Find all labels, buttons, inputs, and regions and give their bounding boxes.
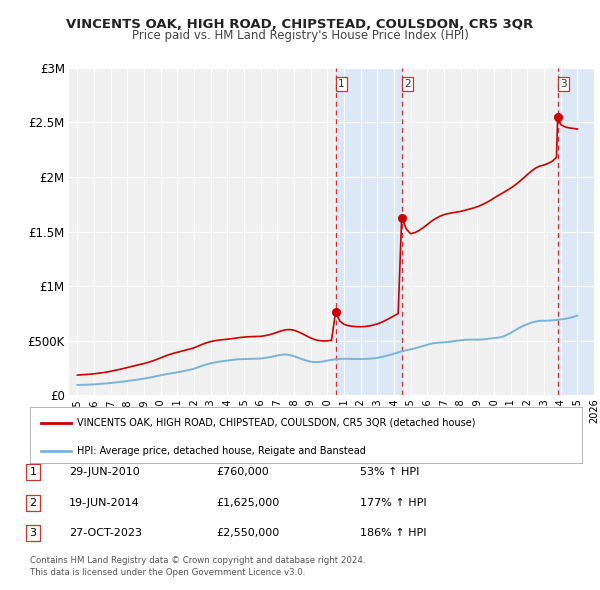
Text: 29-JUN-2010: 29-JUN-2010 (69, 467, 140, 477)
Text: 53% ↑ HPI: 53% ↑ HPI (360, 467, 419, 477)
Text: 1: 1 (29, 467, 37, 477)
Text: VINCENTS OAK, HIGH ROAD, CHIPSTEAD, COULSDON, CR5 3QR (detached house): VINCENTS OAK, HIGH ROAD, CHIPSTEAD, COUL… (77, 418, 475, 428)
Text: 27-OCT-2023: 27-OCT-2023 (69, 529, 142, 538)
Text: This data is licensed under the Open Government Licence v3.0.: This data is licensed under the Open Gov… (30, 568, 305, 577)
Text: HPI: Average price, detached house, Reigate and Banstead: HPI: Average price, detached house, Reig… (77, 446, 366, 456)
Text: 2: 2 (404, 79, 411, 89)
Text: 19-JUN-2014: 19-JUN-2014 (69, 498, 140, 507)
Text: 2: 2 (29, 498, 37, 507)
Text: 177% ↑ HPI: 177% ↑ HPI (360, 498, 427, 507)
Text: 3: 3 (29, 529, 37, 538)
Text: 3: 3 (560, 79, 567, 89)
Text: £1,625,000: £1,625,000 (216, 498, 279, 507)
Text: 1: 1 (338, 79, 344, 89)
Text: £760,000: £760,000 (216, 467, 269, 477)
Text: £2,550,000: £2,550,000 (216, 529, 279, 538)
Text: VINCENTS OAK, HIGH ROAD, CHIPSTEAD, COULSDON, CR5 3QR: VINCENTS OAK, HIGH ROAD, CHIPSTEAD, COUL… (67, 18, 533, 31)
Text: 186% ↑ HPI: 186% ↑ HPI (360, 529, 427, 538)
Bar (335, 68, 401, 395)
Text: Contains HM Land Registry data © Crown copyright and database right 2024.: Contains HM Land Registry data © Crown c… (30, 556, 365, 565)
Bar (557, 68, 594, 395)
Text: Price paid vs. HM Land Registry's House Price Index (HPI): Price paid vs. HM Land Registry's House … (131, 30, 469, 42)
